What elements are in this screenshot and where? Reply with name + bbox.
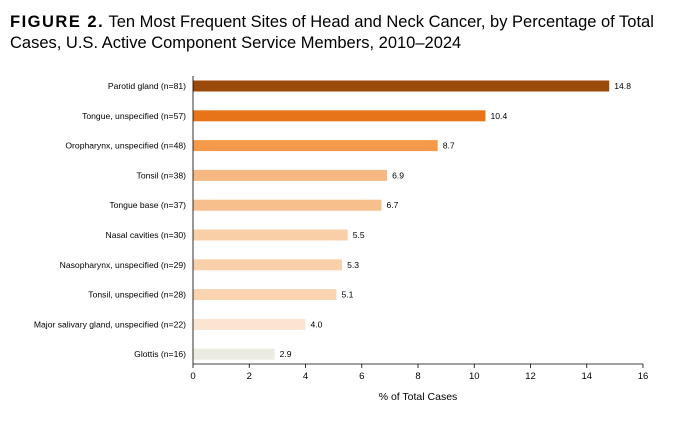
x-tick-label: 16 <box>638 371 649 382</box>
x-tick-label: 8 <box>415 371 420 382</box>
category-labels-group: Parotid gland (n=81) Tongue, unspecified … <box>34 81 186 359</box>
figure-label: FIGURE 2. <box>10 13 105 31</box>
x-tick-label: 0 <box>190 371 195 382</box>
bar-value-label: 6.7 <box>386 200 398 210</box>
bar-value-label: 8.7 <box>443 141 455 151</box>
bars-group: 14.8 10.4 8.7 6.9 6.7 5.5 5.3 5.1 4.0 2.9 <box>193 80 631 360</box>
x-tick-label: 2 <box>247 371 252 382</box>
x-tick-label: 12 <box>525 371 536 382</box>
category-label: Tongue base (n=37) <box>109 200 186 210</box>
category-label: Major salivary gland, unspecified (n=22) <box>34 319 186 329</box>
x-axis: 0 2 4 6 8 10 12 14 16 <box>190 76 648 382</box>
category-label: Tonsil (n=38) <box>137 170 187 180</box>
x-tick-label: 6 <box>359 371 364 382</box>
chart-title: FIGURE 2. Ten Most Frequent Sites of Hea… <box>10 12 674 54</box>
bar-value-label: 5.3 <box>347 260 359 270</box>
bar-value-label: 4.0 <box>311 319 323 329</box>
category-label: Nasopharynx, unspecified (n=29) <box>60 260 186 270</box>
bar-value-label: 2.9 <box>280 349 292 359</box>
category-label: Tongue, unspecified (n=57) <box>82 111 186 121</box>
bar <box>193 318 306 330</box>
category-label: Glottis (n=16) <box>134 349 186 359</box>
figure-title: Ten Most Frequent Sites of Head and Neck… <box>10 13 654 52</box>
category-label: Parotid gland (n=81) <box>108 81 186 91</box>
x-tick-label: 14 <box>581 371 592 382</box>
x-axis-label: % of Total Cases <box>379 391 458 403</box>
bar-value-label: 14.8 <box>614 81 631 91</box>
bar <box>193 289 337 301</box>
bar <box>193 229 348 241</box>
category-label: Nasal cavities (n=30) <box>106 230 187 240</box>
bar <box>193 110 486 122</box>
bar <box>193 80 610 92</box>
bar <box>193 140 438 152</box>
bar <box>193 259 343 271</box>
bar-value-label: 5.1 <box>341 290 353 300</box>
bar <box>193 348 275 360</box>
bar-value-label: 10.4 <box>491 111 508 121</box>
bar <box>193 199 382 211</box>
bar-value-label: 6.9 <box>392 170 404 180</box>
bar <box>193 169 388 181</box>
category-label: Tonsil, unspecified (n=28) <box>88 290 186 300</box>
x-tick-label: 4 <box>303 371 308 382</box>
x-tick-label: 10 <box>469 371 480 382</box>
bar-value-label: 5.5 <box>353 230 365 240</box>
category-label: Oropharynx, unspecified (n=48) <box>65 141 186 151</box>
